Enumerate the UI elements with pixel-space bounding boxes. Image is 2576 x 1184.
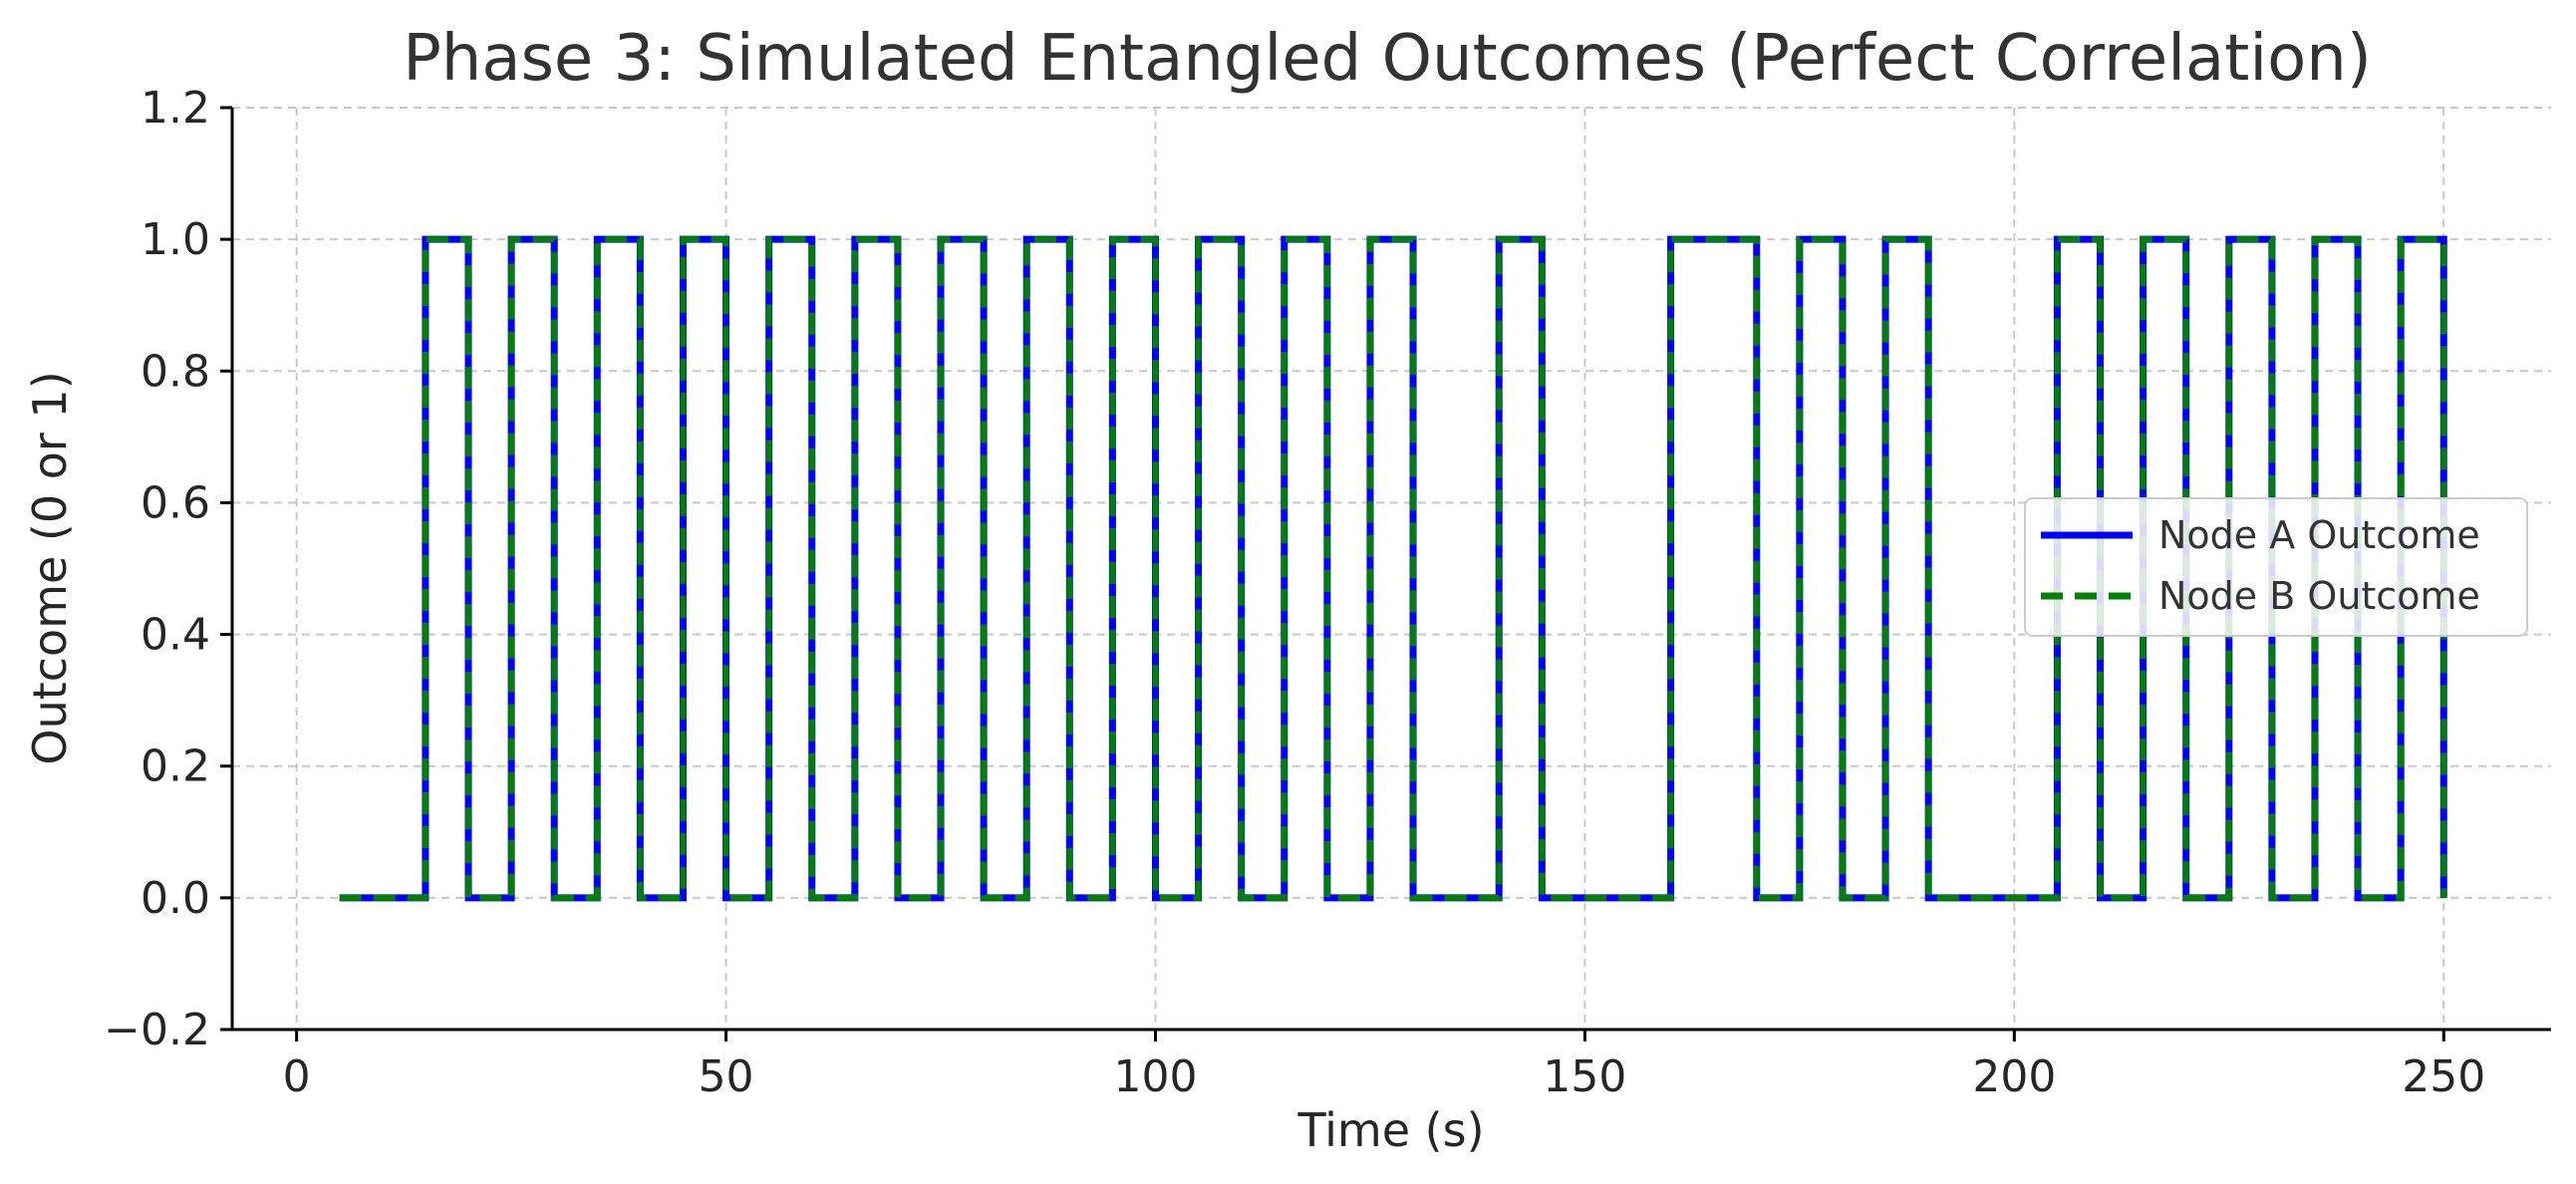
y-tick-label: 0.8	[141, 346, 210, 397]
x-tick-label: 150	[1543, 1051, 1626, 1102]
x-axis-label: Time (s)	[1296, 1103, 1484, 1157]
x-tick-label: 100	[1113, 1051, 1197, 1102]
x-tick-label: 250	[2402, 1051, 2485, 1102]
chart-title: Phase 3: Simulated Entangled Outcomes (P…	[403, 22, 2372, 96]
y-tick-label: 0.2	[141, 741, 210, 792]
y-tick-label: 1.0	[141, 214, 210, 265]
y-tick-label: 0.0	[141, 873, 210, 924]
y-tick-label: 1.2	[141, 83, 210, 134]
x-tick-label: 200	[1972, 1051, 2056, 1102]
y-tick-label: 0.6	[141, 477, 210, 528]
legend-label-node-a: Node A Outcome	[2158, 513, 2480, 557]
series-line-node-b	[339, 236, 2447, 901]
legend-frame	[2024, 497, 2528, 637]
x-tick-label: 0	[283, 1051, 311, 1102]
y-ticks: −0.2 0.0 0.2 0.4 0.6 0.8 1.0 1.2	[104, 83, 232, 1055]
series-layer	[339, 235, 2447, 902]
x-ticks: 0 50 100 150 200 250	[283, 1030, 2485, 1102]
y-axis-label: Outcome (0 or 1)	[23, 371, 77, 764]
legend: Node A Outcome Node B Outcome	[2024, 497, 2528, 637]
legend-label-node-b: Node B Outcome	[2158, 574, 2480, 618]
y-tick-label: −0.2	[104, 1005, 210, 1055]
axes	[230, 108, 2551, 1032]
y-tick-label: 0.4	[141, 610, 210, 661]
x-tick-label: 50	[699, 1051, 754, 1102]
